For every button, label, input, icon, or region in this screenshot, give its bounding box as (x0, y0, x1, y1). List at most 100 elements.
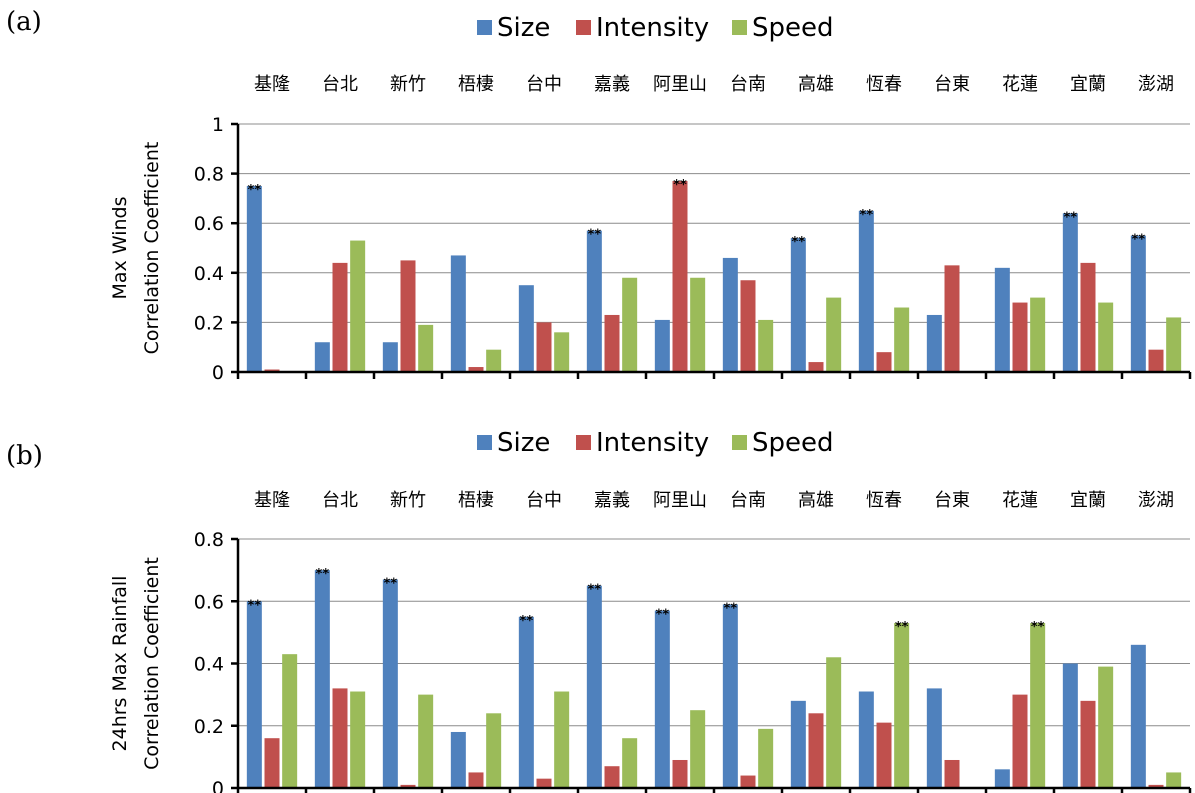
bar-intensity (536, 322, 552, 372)
bar-size (722, 257, 738, 372)
bar-intensity (876, 722, 892, 788)
significance-marker: ** (673, 178, 687, 193)
y-tick-label: 0.8 (194, 164, 224, 186)
bar-intensity (400, 784, 416, 788)
category-label: 宜蘭 (1070, 490, 1106, 511)
legend-swatch-size (477, 435, 492, 450)
y-tick-label: 1 (212, 114, 224, 136)
bar-size (858, 691, 874, 788)
bar-speed (1030, 623, 1046, 788)
bar-size (1130, 235, 1146, 372)
category-label: 台南 (730, 74, 766, 95)
significance-marker: ** (384, 576, 398, 591)
bar-speed (486, 349, 502, 372)
bar-intensity (1012, 302, 1028, 372)
bar-speed (554, 332, 570, 372)
category-label: 台東 (934, 490, 970, 511)
bar-speed (486, 713, 502, 788)
category-label: 恆春 (866, 74, 902, 95)
category-label: 台中 (526, 490, 562, 511)
bar-intensity (468, 772, 484, 788)
category-label: 澎湖 (1138, 74, 1174, 95)
bar-intensity (1080, 700, 1096, 788)
category-label: 基隆 (254, 490, 290, 511)
category-label: 梧棲 (458, 490, 494, 511)
legend-label-size: Size (497, 13, 550, 43)
bar-intensity (1148, 784, 1164, 788)
category-label: 宜蘭 (1070, 74, 1106, 95)
bar-intensity (672, 759, 688, 788)
bar-intensity (1012, 694, 1028, 788)
category-label: 基隆 (254, 74, 290, 95)
bar-speed (1098, 302, 1114, 372)
bar-speed (622, 738, 638, 788)
legend-label-intensity: Intensity (596, 428, 709, 458)
y-tick-label: 0.2 (194, 312, 224, 334)
category-label: 台北 (322, 490, 358, 511)
bar-speed (1098, 666, 1114, 788)
bar-size (314, 342, 330, 372)
legend-swatch-size (477, 20, 492, 35)
bar-size (586, 585, 602, 788)
bar-speed (554, 691, 570, 788)
significance-marker: ** (792, 235, 806, 250)
category-label: 嘉義 (594, 74, 630, 95)
category-label: 高雄 (798, 74, 834, 95)
bar-size (518, 616, 534, 788)
bar-intensity (944, 759, 960, 788)
significance-markers: ** ** ** ** ** ** ** ** ** (248, 567, 1045, 635)
bar-size (450, 255, 466, 372)
bar-intensity (332, 688, 348, 788)
bar-speed (418, 324, 434, 372)
bar-intensity (264, 738, 280, 788)
significance-marker: ** (248, 183, 262, 198)
panel-label: (a) (6, 7, 42, 37)
y-tick-label: 0 (212, 362, 224, 384)
category-label: 澎湖 (1138, 490, 1174, 511)
bar-size (450, 731, 466, 788)
bar-speed (622, 277, 638, 372)
gridlines: 0 0.2 0.4 0.6 0.8 1 (194, 114, 1190, 384)
category-label: 花蓮 (1002, 74, 1038, 95)
y-axis-label-line1: Max Winds (109, 197, 131, 300)
significance-marker: ** (588, 228, 602, 243)
category-labels: 基隆 台北 新竹 梧棲 台中 嘉義 阿里山 台南 高雄 恆春 台東 花蓮 宜蘭 澎湖 (254, 490, 1174, 511)
chart-panel-0: (a) Size Intensity Speed 基隆 台北 新竹 梧棲 台中 嘉義 阿里山 台南 高雄… (6, 7, 1192, 384)
bar-speed (758, 728, 774, 788)
significance-markers: ** ** ** ** ** ** ** (248, 178, 1146, 250)
bar-size (1062, 663, 1078, 788)
bar-size (382, 579, 398, 788)
y-tick-label: 0.4 (194, 654, 224, 676)
significance-marker: ** (860, 208, 874, 223)
bar-intensity (604, 766, 620, 788)
legend: Size Intensity Speed (477, 13, 834, 43)
bar-size (382, 342, 398, 372)
y-axis-label: Max Winds Correlation Coefficient (109, 142, 163, 355)
significance-marker: ** (316, 567, 330, 582)
bar-speed (894, 623, 910, 788)
chart-panel-1: (b) Size Intensity Speed 基隆 台北 新竹 梧棲 台中 嘉義 阿里山 台南 高雄… (6, 428, 1192, 793)
bar-size (246, 601, 262, 788)
bar-size (722, 604, 738, 788)
bar-speed (418, 694, 434, 788)
bar-intensity (400, 260, 416, 372)
category-label: 花蓮 (1002, 490, 1038, 511)
y-tick-label: 0.6 (194, 591, 224, 613)
bar-intensity (468, 367, 484, 372)
legend-swatch-intensity (576, 435, 591, 450)
category-label: 高雄 (798, 490, 834, 511)
bar-size (314, 570, 330, 788)
category-label: 台南 (730, 490, 766, 511)
category-label: 台東 (934, 74, 970, 95)
bar-intensity (536, 778, 552, 788)
bar-speed (1166, 772, 1182, 788)
legend-label-size: Size (497, 428, 550, 458)
category-label: 恆春 (866, 490, 902, 511)
bar-intensity (672, 181, 688, 372)
legend-label-intensity: Intensity (596, 13, 709, 43)
bar-intensity (808, 713, 824, 788)
category-label: 新竹 (390, 74, 426, 95)
bar-speed (690, 710, 706, 788)
bar-intensity (808, 362, 824, 372)
